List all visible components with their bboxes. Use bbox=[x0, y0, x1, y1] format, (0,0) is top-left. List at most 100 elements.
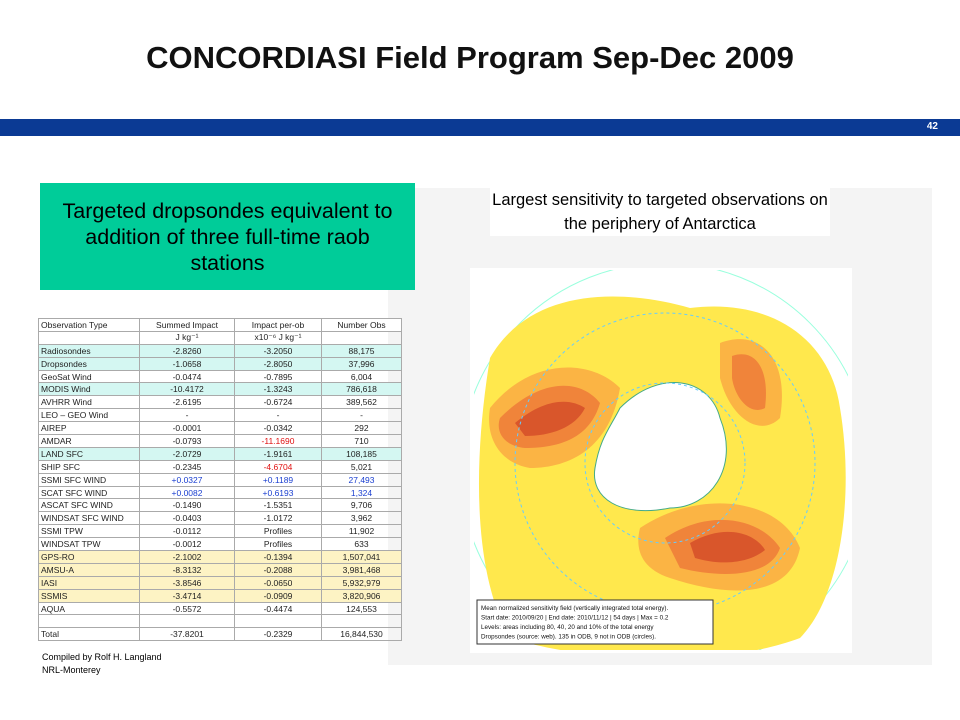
table-cell: 292 bbox=[321, 421, 402, 436]
table-cell: SHIP SFC bbox=[38, 459, 140, 474]
table-cell: WINDSAT TPW bbox=[38, 537, 140, 552]
table-cell: -0.5572 bbox=[139, 601, 235, 616]
table-cell: -3.8546 bbox=[139, 575, 235, 590]
footer-line: Compiled by Rolf H. Langland bbox=[42, 652, 162, 662]
table-cell: -1.0658 bbox=[139, 356, 235, 371]
table-row: IASI -3.8546 -0.0650 5,932,979 bbox=[38, 575, 402, 590]
table-cell: AQUA bbox=[38, 601, 140, 616]
unit-cell: J kg⁻¹ bbox=[139, 330, 235, 345]
table-cell: -10.4172 bbox=[139, 382, 235, 397]
table-cell: 389,562 bbox=[321, 395, 402, 410]
table-cell: -0.7895 bbox=[234, 369, 322, 384]
table-cell: -1.3243 bbox=[234, 382, 322, 397]
table-cell: -0.2345 bbox=[139, 459, 235, 474]
table-cell: 5,021 bbox=[321, 459, 402, 474]
table-row: AQUA -0.5572 -0.4474 124,553 bbox=[38, 601, 402, 616]
table-cell: -8.3132 bbox=[139, 562, 235, 577]
table-row: SSMIS -3.4714 -0.0909 3,820,906 bbox=[38, 588, 402, 603]
table-cell: 3,820,906 bbox=[321, 588, 402, 603]
blank-row bbox=[38, 614, 402, 629]
table-cell: -0.0474 bbox=[139, 369, 235, 384]
table-cell: AMSU-A bbox=[38, 562, 140, 577]
legend-box bbox=[476, 599, 714, 645]
table-row: AIREP -0.0001 -0.0342 292 bbox=[38, 421, 402, 436]
lat-circle bbox=[584, 382, 746, 544]
cell bbox=[234, 614, 322, 629]
total-row: Total -37.8201 -0.2329 16,844,530 bbox=[38, 627, 402, 642]
table-cell: 27,493 bbox=[321, 472, 402, 487]
table-cell: 88,175 bbox=[321, 343, 402, 358]
footer-line: NRL-Monterey bbox=[42, 665, 101, 675]
header-row: Observation Type Summed Impact Impact per-… bbox=[38, 318, 402, 332]
table-cell: Radiosondes bbox=[38, 343, 140, 358]
table-row: SCAT SFC WIND +0.0082 +0.6193 1,324 bbox=[38, 485, 402, 500]
table-cell: 5,932,979 bbox=[321, 575, 402, 590]
title: CONCORDIASI Field Program Sep-Dec 2009 bbox=[146, 40, 794, 75]
table-cell: -2.6195 bbox=[139, 395, 235, 410]
unit-cell: x10⁻⁶ J kg⁻¹ bbox=[234, 330, 322, 345]
table-cell: +0.0327 bbox=[139, 472, 235, 487]
table-cell: 9,706 bbox=[321, 498, 402, 513]
map-caption: Largest sensitivity to targeted observat… bbox=[490, 188, 830, 236]
table-cell: -2.0729 bbox=[139, 446, 235, 461]
legend-line: Start date: 2010/09/20 | End date: 2010/… bbox=[481, 615, 669, 622]
table-cell: -2.1002 bbox=[139, 550, 235, 564]
table-cell: - bbox=[139, 408, 235, 423]
table-cell: LAND SFC bbox=[38, 446, 140, 461]
table-cell: -1.0172 bbox=[234, 511, 322, 526]
table-cell: 710 bbox=[321, 434, 402, 448]
cell bbox=[321, 614, 402, 629]
table-cell: AVHRR Wind bbox=[38, 395, 140, 410]
table-row: LAND SFC -2.0729 -1.9161 108,185 bbox=[38, 446, 402, 461]
table-cell: 37,996 bbox=[321, 356, 402, 371]
sensitivity-80 bbox=[515, 401, 765, 563]
table-row: WINDSAT TPW -0.0012 Profiles 633 bbox=[38, 537, 402, 552]
table-cell: SSMIS bbox=[38, 588, 140, 603]
table-cell: AMDAR bbox=[38, 434, 140, 448]
table-row: SSMI SFC WIND +0.0327 +0.1189 27,493 bbox=[38, 472, 402, 487]
table-cell: SSMI TPW bbox=[38, 524, 140, 539]
table-cell: 11,902 bbox=[321, 524, 402, 539]
table-row: ASCAT SFC WIND -0.1490 -1.5351 9,706 bbox=[38, 498, 402, 513]
table-cell: -0.0342 bbox=[234, 421, 322, 436]
total-cell: -0.2329 bbox=[234, 627, 322, 642]
table-cell: Profiles bbox=[234, 537, 322, 552]
table-cell: -0.0650 bbox=[234, 575, 322, 590]
table-row: SSMI TPW -0.0112 Profiles 11,902 bbox=[38, 524, 402, 539]
table-cell: 6,004 bbox=[321, 369, 402, 384]
footer: Compiled by Rolf H. Langland NRL-Montere… bbox=[42, 651, 162, 677]
table-cell: -0.2088 bbox=[234, 562, 322, 577]
table-cell: 1,324 bbox=[321, 485, 402, 500]
table-cell: -0.0112 bbox=[139, 524, 235, 539]
table-cell: -1.5351 bbox=[234, 498, 322, 513]
table-cell: +0.1189 bbox=[234, 472, 322, 487]
table-cell: -2.8050 bbox=[234, 356, 322, 371]
table-cell: SCAT SFC WIND bbox=[38, 485, 140, 500]
header-cell: Observation Type bbox=[38, 318, 140, 332]
table-cell: +0.6193 bbox=[234, 485, 322, 500]
table-cell: 786,618 bbox=[321, 382, 402, 397]
legend-line: Levels: areas including 80, 40, 20 and 1… bbox=[481, 624, 654, 631]
table-cell: 633 bbox=[321, 537, 402, 552]
table-cell: Profiles bbox=[234, 524, 322, 539]
table-cell: WINDSAT SFC WIND bbox=[38, 511, 140, 526]
total-cell: 16,844,530 bbox=[321, 627, 402, 642]
table-cell: -0.4474 bbox=[234, 601, 322, 616]
table-cell: -11.1690 bbox=[234, 434, 322, 448]
table-row: MODIS Wind -10.4172 -1.3243 786,618 bbox=[38, 382, 402, 397]
table-row: LEO – GEO Wind - - - bbox=[38, 408, 402, 423]
table-row: Radiosondes -2.8260 -3.2050 88,175 bbox=[38, 343, 402, 358]
table-cell: -0.0909 bbox=[234, 588, 322, 603]
table-cell: GPS-RO bbox=[38, 550, 140, 564]
cell bbox=[139, 614, 235, 629]
impact-table: Observation Type Summed Impact Impact per-… bbox=[38, 318, 402, 642]
table-cell: ASCAT SFC WIND bbox=[38, 498, 140, 513]
units-row: J kg⁻¹ x10⁻⁶ J kg⁻¹ bbox=[38, 330, 402, 345]
table-cell: -1.9161 bbox=[234, 446, 322, 461]
table-cell: SSMI SFC WIND bbox=[38, 472, 140, 487]
table-cell: -3.2050 bbox=[234, 343, 322, 358]
table-cell: -0.1394 bbox=[234, 550, 322, 564]
table-cell: -0.0012 bbox=[139, 537, 235, 552]
slide-number: 42 bbox=[926, 121, 938, 132]
